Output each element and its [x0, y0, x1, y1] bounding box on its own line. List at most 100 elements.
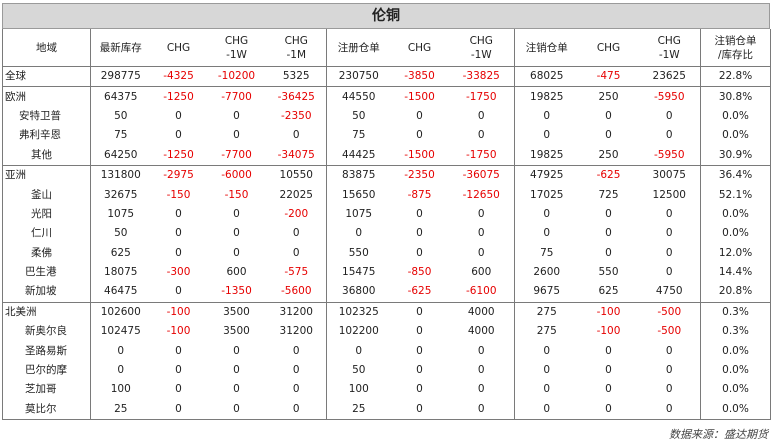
table-cell: -12650 [462, 188, 500, 201]
table-cell: -7700 [221, 148, 252, 161]
region-name: 巴生港 [2, 262, 91, 283]
table-cell: 0 [514, 399, 579, 421]
table-cell: 10550 [266, 164, 327, 186]
table-cell: 0 [477, 109, 485, 122]
column-header: 最新库存 [90, 29, 151, 67]
column-header-label: CHG [469, 34, 493, 47]
table-cell: 0.0% [700, 399, 771, 421]
table-cell: 0 [477, 207, 485, 220]
table-cell: 0 [605, 109, 612, 122]
table-cell: -100 [166, 325, 191, 338]
table-cell: 0 [665, 383, 673, 396]
table-cell: 4750 [655, 285, 683, 298]
table-cell: -33825 [448, 65, 515, 87]
table-cell: 0 [514, 341, 579, 361]
table-cell: 0 [233, 207, 240, 220]
table-cell: 250 [598, 148, 619, 161]
table-cell: 12.0% [700, 243, 771, 263]
table-cell: 250 [578, 86, 639, 107]
table-cell: 131800 [90, 164, 151, 186]
region-name: 芝加哥 [2, 380, 91, 400]
table-cell: 0 [292, 344, 300, 357]
table-cell: 550 [326, 243, 391, 263]
table-cell: 102475 [90, 322, 151, 342]
table-cell: 0 [605, 207, 612, 220]
table-cell: 0 [175, 129, 182, 142]
table-cell: 0 [514, 106, 579, 127]
column-header: CHG -1M [266, 29, 327, 67]
column-header: CHG -1W [638, 29, 701, 67]
table-cell: -850 [407, 266, 432, 279]
table-cell: 5325 [266, 65, 327, 87]
table-cell: 0 [416, 129, 423, 142]
region-name: 弗利辛恩 [2, 126, 91, 146]
column-header: CHG [150, 29, 207, 67]
table-cell: 15475 [326, 262, 391, 283]
table-cell: 52.1% [700, 185, 771, 205]
table-cell: 625 [598, 285, 619, 298]
table-cell: 102200 [326, 322, 391, 342]
column-header-label: -1W [226, 48, 247, 61]
table-cell: 4000 [467, 325, 495, 338]
table-cell: 0 [665, 266, 673, 279]
table-cell: 0 [665, 129, 673, 142]
table-cell: 50 [326, 106, 391, 127]
table-cell: 0.0% [700, 360, 771, 381]
table-cell: 0 [448, 399, 515, 421]
table-cell: 0 [477, 227, 485, 240]
table-row: 安特卫普 50 0 0 -2350 50 0 0 0 0 0 0.0% [2, 106, 771, 127]
table-cell: 83875 [326, 164, 391, 186]
table-row: 圣路易斯 0 0 0 0 0 0 0 0 0 0 0.0% [2, 341, 771, 361]
table-cell: 0 [175, 344, 182, 357]
table-cell: 25 [326, 399, 391, 421]
table-cell: 0 [326, 224, 391, 244]
table-cell: 0.3% [700, 322, 771, 342]
column-header: 注销仓单/库存比 [700, 29, 771, 67]
table-cell: -4325 [150, 65, 207, 87]
table-cell: 0 [292, 246, 300, 259]
table-cell: 0 [175, 246, 182, 259]
column-header: 注册仓单 [326, 29, 391, 67]
table-cell: 275 [514, 301, 579, 323]
table-cell: 22.8% [700, 65, 771, 87]
region-name: 新加坡 [2, 282, 91, 303]
table-cell: 0 [665, 364, 673, 377]
table-cell: 46475 [90, 282, 151, 303]
table-cell: 0 [233, 364, 240, 377]
table-cell: 31200 [266, 301, 327, 323]
column-header-label: CHG [224, 34, 249, 47]
table-row: 釜山 32675 -150 -150 22025 15650 -875 -12650 17025… [2, 185, 771, 205]
table-row: 全球 298775 -4325 -10200 5325 230750 -3850 -33825… [2, 65, 771, 87]
table-cell: 0 [90, 341, 151, 361]
table-cell: -150 [224, 188, 249, 201]
table-row: 其他 64250 -1250 -7700 -34075 44425 -1500 -1750 19… [2, 145, 771, 166]
table-cell: -1750 [448, 86, 515, 107]
table-cell: 2600 [514, 262, 579, 283]
table-cell: -2350 [390, 164, 449, 186]
table-cell: 0 [477, 344, 485, 357]
table-cell: 0 [514, 360, 579, 381]
table-cell: -200 [284, 207, 309, 220]
table-cell: 0 [514, 126, 579, 146]
table-row: 新加坡 46475 0 -1350 -5600 36800 -625 -6100 9675 625… [2, 282, 771, 303]
table-cell: 0 [477, 246, 485, 259]
table-cell: 47925 [514, 164, 579, 186]
table-cell: -300 [166, 266, 191, 279]
table-cell: -36425 [266, 86, 327, 107]
column-header-label: 注销仓单 [525, 41, 568, 54]
table-header: 地域 最新库存 CHG CHG -1W CHG -1M 注册仓单 CHG CHG -1W 注销仓单 CH… [2, 29, 771, 67]
column-header-label: CHG [657, 34, 681, 47]
table-cell: 0 [416, 383, 423, 396]
region-name: 安特卫普 [2, 106, 91, 127]
column-header-label: 注销仓单 [714, 34, 757, 47]
table-cell: 0 [233, 383, 240, 396]
table-cell: 18075 [90, 262, 151, 283]
column-header-label: 注册仓单 [337, 41, 380, 54]
table-cell: 0 [605, 364, 612, 377]
table-cell: 75 [326, 126, 391, 146]
table-cell: 0 [416, 344, 423, 357]
table-cell: -575 [284, 266, 309, 279]
region-name: 亚洲 [2, 164, 91, 186]
table-cell: 0 [514, 204, 579, 225]
table-cell: 31200 [279, 325, 313, 338]
